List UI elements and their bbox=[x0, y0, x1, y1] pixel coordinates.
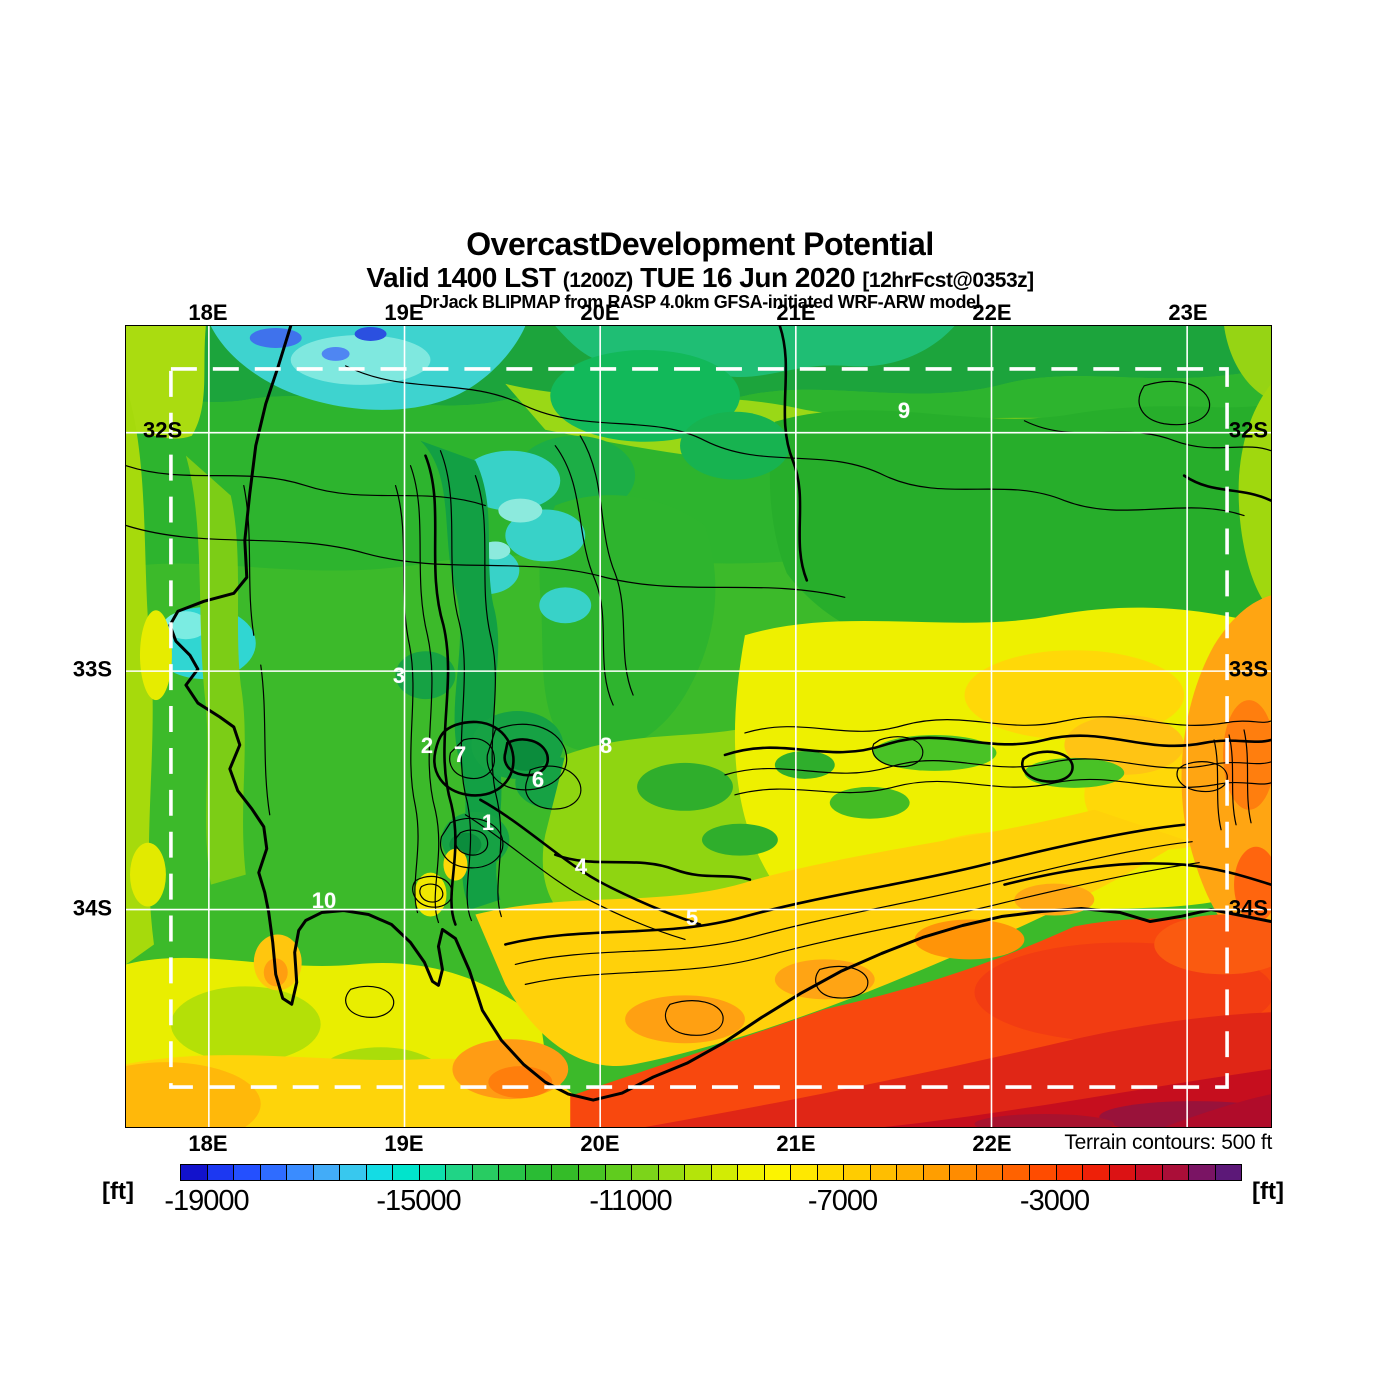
colorbar-segment-27 bbox=[897, 1165, 924, 1180]
colorbar-segment-29 bbox=[950, 1165, 977, 1180]
colorbar-segment-38 bbox=[1189, 1165, 1216, 1180]
site-marker-3[interactable]: 3 bbox=[392, 663, 406, 688]
colorbar-segment-11 bbox=[472, 1165, 500, 1180]
colorbar-segment-22 bbox=[764, 1165, 792, 1180]
coastline bbox=[168, 326, 1271, 1102]
colorbar-tick--7000: -7000 bbox=[807, 1185, 878, 1217]
colorbar-segment-0 bbox=[181, 1165, 208, 1180]
colorbar-segment-35 bbox=[1109, 1165, 1137, 1180]
odp-field-map bbox=[126, 326, 1271, 1127]
colorbar-segment-8 bbox=[393, 1165, 420, 1180]
site-marker-6[interactable]: 6 bbox=[531, 767, 545, 792]
colorbar-unit-left: [ft] bbox=[102, 1178, 134, 1205]
title-block: OvercastDevelopment Potential Valid 1400… bbox=[0, 226, 1400, 312]
lat-label-right-32S: 32S bbox=[1228, 417, 1268, 443]
colorbar-segment-6 bbox=[340, 1165, 367, 1180]
colorbar-unit-right: [ft] bbox=[1252, 1178, 1284, 1205]
colorbar-tick--3000: -3000 bbox=[1019, 1185, 1090, 1217]
lon-label-bottom-22E: 22E bbox=[972, 1131, 1012, 1156]
lat-label-left-34S: 34S bbox=[72, 895, 112, 921]
valid-time-line: Valid 1400 LST (1200Z) TUE 16 Jun 2020 [… bbox=[0, 261, 1400, 293]
colorbar-segment-14 bbox=[552, 1165, 579, 1180]
colorbar-tick--19000: -19000 bbox=[164, 1185, 249, 1217]
valid-time-utc: (1200Z) bbox=[562, 268, 634, 292]
colorbar-segment-21 bbox=[738, 1165, 765, 1180]
lat-label-left-33S: 33S bbox=[72, 656, 112, 682]
colorbar-segment-26 bbox=[870, 1165, 898, 1180]
colorbar-segment-32 bbox=[1030, 1165, 1057, 1180]
colorbar bbox=[180, 1164, 1242, 1181]
colorbar-segment-33 bbox=[1056, 1165, 1084, 1180]
model-info-line: DrJack BLIPMAP from RASP 4.0km GFSA-init… bbox=[419, 291, 981, 312]
colorbar-segment-31 bbox=[1003, 1165, 1030, 1180]
colorbar-segment-3 bbox=[260, 1165, 288, 1180]
colorbar-segment-2 bbox=[234, 1165, 261, 1180]
valid-time: Valid 1400 LST bbox=[366, 261, 556, 293]
site-marker-10[interactable]: 10 bbox=[311, 888, 337, 913]
lon-label-top-23E: 23E bbox=[1168, 300, 1208, 325]
colorbar-segment-24 bbox=[817, 1165, 845, 1180]
lon-label-bottom-21E: 21E bbox=[776, 1131, 816, 1156]
lat-label-right-33S: 33S bbox=[1228, 656, 1268, 682]
colorbar-tick-labels: -19000 -15000 -11000 -7000 -3000 bbox=[164, 1185, 1240, 1217]
colorbar-segment-16 bbox=[605, 1165, 633, 1180]
latlon-grid bbox=[126, 326, 1271, 1127]
odp-map-plot[interactable]: 1 2 3 4 5 6 7 8 9 10 bbox=[125, 325, 1272, 1128]
colorbar-tick--15000: -15000 bbox=[376, 1185, 461, 1217]
site-marker-5[interactable]: 5 bbox=[685, 905, 699, 930]
site-marker-9[interactable]: 9 bbox=[897, 398, 911, 423]
colorbar-segment-39 bbox=[1215, 1165, 1242, 1180]
site-marker-1[interactable]: 1 bbox=[481, 810, 495, 835]
lat-label-right-34S: 34S bbox=[1228, 895, 1268, 921]
terrain-contours bbox=[126, 326, 1271, 1036]
lon-label-top-22E: 22E bbox=[972, 300, 1012, 325]
page-title: OvercastDevelopment Potential bbox=[466, 226, 934, 262]
lon-label-bottom-20E: 20E bbox=[580, 1131, 620, 1156]
colorbar-segment-15 bbox=[578, 1165, 606, 1180]
odp-color-field bbox=[126, 326, 1271, 1127]
model-domain-boundary bbox=[169, 367, 1229, 1089]
colorbar-segment-4 bbox=[287, 1165, 314, 1180]
colorbar-segment-25 bbox=[844, 1165, 871, 1180]
colorbar-segment-9 bbox=[419, 1165, 447, 1180]
site-marker-8[interactable]: 8 bbox=[599, 733, 613, 758]
colorbar-segment-37 bbox=[1162, 1165, 1190, 1180]
colorbar-segment-10 bbox=[446, 1165, 473, 1180]
site-marker-4[interactable]: 4 bbox=[574, 854, 588, 879]
colorbar-segment-18 bbox=[658, 1165, 686, 1180]
lon-label-top-19E: 19E bbox=[384, 300, 424, 325]
colorbar-segment-1 bbox=[207, 1165, 235, 1180]
forecast-run-info: [12hrFcst@0353z] bbox=[862, 268, 1034, 292]
lon-label-bottom-18E: 18E bbox=[188, 1131, 228, 1156]
colorbar-segment-34 bbox=[1083, 1165, 1110, 1180]
colorbar-segment-5 bbox=[313, 1165, 341, 1180]
lat-label-left-32S: 32S bbox=[143, 417, 183, 443]
lon-label-bottom-19E: 19E bbox=[384, 1131, 424, 1156]
valid-date: TUE 16 Jun 2020 bbox=[640, 261, 856, 293]
terrain-contours-note: Terrain contours: 500 ft bbox=[1064, 1131, 1272, 1154]
colorbar-segment-20 bbox=[711, 1165, 739, 1180]
colorbar-tick--11000: -11000 bbox=[589, 1185, 672, 1217]
colorbar-segment-28 bbox=[923, 1165, 951, 1180]
lon-label-top-18E: 18E bbox=[188, 300, 228, 325]
colorbar-segment-23 bbox=[791, 1165, 818, 1180]
colorbar-segment-17 bbox=[632, 1165, 659, 1180]
colorbar-segment-12 bbox=[499, 1165, 526, 1180]
site-marker-2[interactable]: 2 bbox=[420, 733, 434, 758]
colorbar-segment-19 bbox=[685, 1165, 712, 1180]
colorbar-segment-30 bbox=[976, 1165, 1004, 1180]
site-marker-7[interactable]: 7 bbox=[453, 742, 467, 767]
lon-label-top-20E: 20E bbox=[580, 300, 620, 325]
colorbar-segment-13 bbox=[525, 1165, 553, 1180]
colorbar-segment-7 bbox=[366, 1165, 394, 1180]
lon-label-top-21E: 21E bbox=[776, 300, 816, 325]
colorbar-segment-36 bbox=[1136, 1165, 1163, 1180]
